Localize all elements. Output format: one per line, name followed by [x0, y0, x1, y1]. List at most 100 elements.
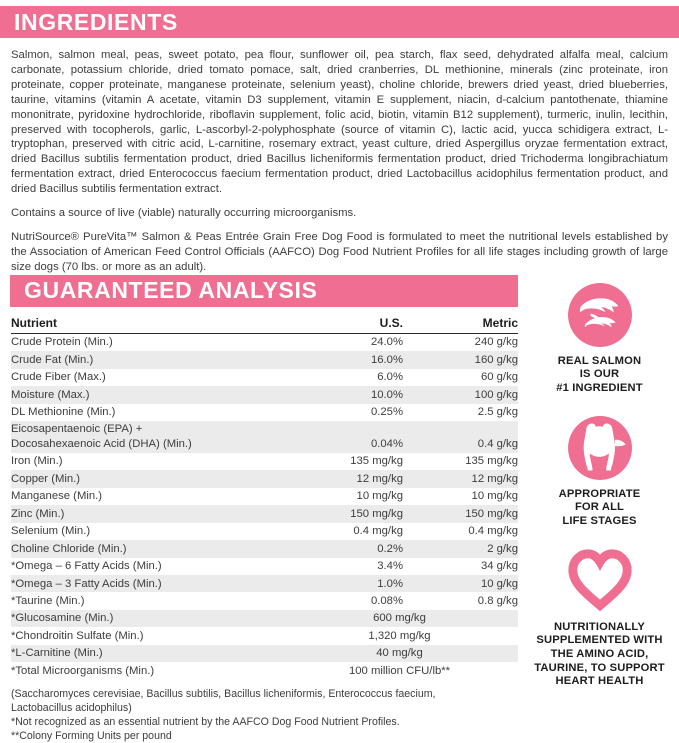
cell-value-span: 40 mg/kg	[281, 644, 518, 663]
badge-label-life-stages: APPROPRIATE FOR ALL LIFE STAGES	[558, 487, 641, 527]
cell-nutrient: *Omega – 3 Fatty Acids (Min.)	[11, 575, 281, 593]
guaranteed-analysis-table: Nutrient U.S. Metric Crude Protein (Min.…	[11, 314, 518, 680]
cell-nutrient: Eicosapentaenoic (EPA) + Docosahexaenoic…	[11, 420, 281, 453]
salmon-icon	[567, 282, 632, 347]
cell-value-us: 0.4 mg/kg	[353, 525, 403, 538]
cell-nutrient: Crude Fat (Min.)	[11, 351, 281, 369]
cell-value-metric: 100 g/kg	[403, 386, 518, 404]
cell-value-us: 16.0%	[281, 351, 403, 369]
cell-value-metric: 60 g/kg	[480, 371, 518, 384]
cell-value-us: 0.25%	[370, 406, 403, 418]
footnote-probiotic-strains-line2: Lactobacillus acidophilus)	[11, 701, 132, 714]
ingredients-body: Salmon, salmon meal, peas, sweet potato,…	[0, 38, 679, 275]
cell-value-metric: 2 g/kg	[403, 540, 518, 558]
cell-nutrient: Zinc (Min.)	[11, 505, 281, 523]
cell-nutrient: Copper (Min.)	[11, 470, 281, 488]
cell-nutrient: Moisture (Max.)	[11, 386, 281, 404]
badge-life-stages: APPROPRIATE FOR ALL LIFE STAGES	[520, 414, 679, 529]
cell-value-us: 0.2%	[281, 540, 403, 558]
footnote-probiotic-strains-line1: (Saccharomyces cerevisiae, Bacillus subt…	[11, 687, 436, 700]
analysis-and-badges-row: GUARANTEED ANALYSIS Nutrient U.S. Metric…	[0, 274, 679, 743]
cell-value-us: 0.04%	[281, 420, 403, 453]
cell-value-us: 24.0%	[370, 336, 403, 349]
cell-value-span: 600 mg/kg	[281, 609, 518, 628]
table-row: Copper (Min.) 12 mg/kg 12 mg/kg	[11, 470, 518, 488]
analysis-column: GUARANTEED ANALYSIS Nutrient U.S. Metric…	[0, 274, 520, 743]
cell-nutrient: *Glucosamine (Min.)	[11, 609, 281, 628]
cell-value-metric: 240 g/kg	[474, 336, 518, 349]
ingredients-heading: INGREDIENTS	[14, 8, 178, 35]
table-header-row: Nutrient U.S. Metric	[11, 314, 518, 334]
cell-value-us: 10 mg/kg	[356, 490, 403, 503]
table-row: Iron (Min.) 135 mg/kg 135 mg/kg	[11, 453, 518, 470]
dog-icon	[567, 415, 632, 480]
cell-nutrient: *Taurine (Min.)	[11, 594, 85, 607]
table-row: Crude Fiber (Max.) 6.0% 60 g/kg	[11, 369, 518, 386]
cell-value-metric: 135 mg/kg	[465, 455, 518, 468]
table-row: Crude Protein (Min.) 24.0% 240 g/kg	[11, 333, 518, 351]
footnote-double-asterisk: **Colony Forming Units per pound	[11, 729, 172, 742]
cell-value-us: 150 mg/kg	[281, 505, 403, 523]
cell-nutrient: Choline Chloride (Min.)	[11, 540, 281, 558]
analysis-footnotes: (Saccharomyces cerevisiae, Bacillus subt…	[11, 687, 510, 743]
cell-value-span: 100 million CFU/lb**	[348, 664, 451, 677]
table-row: *Glucosamine (Min.) 600 mg/kg	[11, 609, 518, 628]
badge-label-heart-health: NUTRITIONALLY SUPPLEMENTED WITH THE AMIN…	[534, 620, 665, 688]
table-row: Manganese (Min.) 10 mg/kg 10 mg/kg	[11, 488, 518, 505]
cell-value-metric: 10 mg/kg	[471, 490, 518, 503]
table-row: *Omega – 6 Fatty Acids (Min.) 3.4% 34 g/kg	[11, 558, 518, 575]
table-row: Crude Fat (Min.) 16.0% 160 g/kg	[11, 351, 518, 369]
ingredients-paragraph-list: Salmon, salmon meal, peas, sweet potato,…	[11, 49, 668, 196]
cell-value-metric: 0.4 mg/kg	[468, 525, 518, 538]
column-header-metric: Metric	[403, 314, 518, 334]
table-row: *Omega – 3 Fatty Acids (Min.) 1.0% 10 g/kg	[11, 575, 518, 593]
cell-nutrient: Selenium (Min.)	[11, 525, 91, 538]
table-row: Eicosapentaenoic (EPA) + Docosahexaenoic…	[11, 420, 518, 453]
cell-nutrient: DL Methionine (Min.)	[11, 406, 116, 418]
table-row: *Chondroitin Sulfate (Min.) 1,320 mg/kg	[11, 627, 518, 644]
analysis-section-header: GUARANTEED ANALYSIS	[10, 274, 518, 307]
column-header-nutrient: Nutrient	[11, 314, 281, 334]
table-row: Choline Chloride (Min.) 0.2% 2 g/kg	[11, 540, 518, 558]
cell-value-us: 1.0%	[281, 575, 403, 593]
table-row: Selenium (Min.) 0.4 mg/kg 0.4 mg/kg	[11, 523, 518, 540]
cell-value-span: 1,320 mg/kg	[368, 629, 431, 642]
cell-value-us: 10.0%	[281, 386, 403, 404]
table-row: Zinc (Min.) 150 mg/kg 150 mg/kg	[11, 505, 518, 523]
cell-nutrient: *Chondroitin Sulfate (Min.)	[11, 629, 144, 642]
cell-value-us: 3.4%	[377, 560, 403, 573]
ingredients-paragraph-aafco-statement: NutriSource® PureVita™ Salmon & Peas Ent…	[11, 230, 668, 273]
cell-nutrient: *Omega – 6 Fatty Acids (Min.)	[11, 560, 162, 573]
cell-value-metric: 12 mg/kg	[403, 470, 518, 488]
column-header-us: U.S.	[281, 314, 403, 334]
ingredients-section-header: INGREDIENTS	[0, 6, 679, 38]
cell-value-metric: 10 g/kg	[403, 575, 518, 593]
cell-value-metric: 160 g/kg	[403, 351, 518, 369]
cell-value-metric: 0.8 g/kg	[477, 594, 518, 607]
ingredients-paragraph-microorganisms: Contains a source of live (viable) natur…	[11, 207, 357, 220]
cell-nutrient: Manganese (Min.)	[11, 490, 103, 503]
cell-value-us: 12 mg/kg	[281, 470, 403, 488]
cell-nutrient: Crude Fiber (Max.)	[11, 371, 106, 384]
cell-value-us: 6.0%	[377, 371, 403, 384]
cell-value-us: 135 mg/kg	[350, 455, 403, 468]
cell-value-metric: 0.4 g/kg	[403, 420, 518, 453]
heart-icon	[567, 549, 632, 611]
cell-nutrient: *L-Carnitine (Min.)	[11, 644, 281, 663]
badge-heart-health: NUTRITIONALLY SUPPLEMENTED WITH THE AMIN…	[520, 547, 679, 689]
cell-nutrient: Crude Protein (Min.)	[11, 336, 113, 349]
badge-label-real-salmon: REAL SALMON IS OUR #1 INGREDIENT	[556, 354, 643, 394]
table-row: DL Methionine (Min.) 0.25% 2.5 g/kg	[11, 404, 518, 421]
analysis-heading: GUARANTEED ANALYSIS	[24, 277, 318, 304]
cell-value-us: 0.08%	[370, 594, 403, 607]
table-row: *L-Carnitine (Min.) 40 mg/kg	[11, 644, 518, 663]
badge-real-salmon: REAL SALMON IS OUR #1 INGREDIENT	[520, 281, 679, 396]
cell-value-metric: 150 mg/kg	[403, 505, 518, 523]
badges-column: REAL SALMON IS OUR #1 INGREDIENT APPROPR…	[520, 275, 679, 695]
cell-nutrient: Iron (Min.)	[11, 455, 63, 468]
cell-value-metric: 2.5 g/kg	[477, 406, 518, 418]
footnote-asterisk: *Not recognized as an essential nutrient…	[11, 715, 400, 728]
cell-nutrient: *Total Microorganisms (Min.)	[11, 664, 155, 677]
cell-value-metric: 34 g/kg	[480, 560, 518, 573]
table-row: *Total Microorganisms (Min.) 100 million …	[11, 662, 518, 679]
